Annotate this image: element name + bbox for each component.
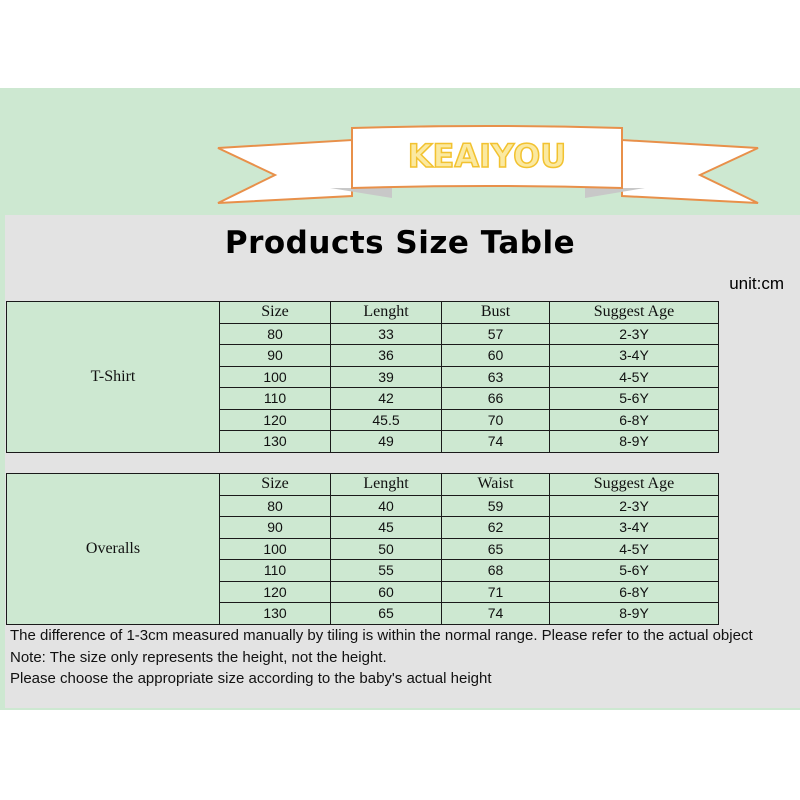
table-cell: 6-8Y xyxy=(549,408,719,431)
table-cell: 2-3Y xyxy=(549,494,719,517)
brand-banner: KEAIYOU xyxy=(0,88,800,215)
table-cell: 8-9Y xyxy=(549,602,719,625)
table-row: 100 39 63 4-5Y xyxy=(7,365,719,388)
table-cell: 2-3Y xyxy=(549,322,719,345)
note-line: Note: The size only represents the heigh… xyxy=(10,648,387,666)
table-cell: 80 xyxy=(219,322,331,345)
ribbon-logo: KEAIYOU xyxy=(217,125,759,204)
table-cell: 65 xyxy=(330,602,442,625)
table-cell: 130 xyxy=(219,430,331,453)
product-name: Overalls xyxy=(6,473,220,625)
note-line: Please choose the appropriate size accor… xyxy=(10,670,492,687)
table-cell: 57 xyxy=(441,322,550,345)
content-area xyxy=(0,215,800,710)
table-cell: 59 xyxy=(441,494,550,517)
unit-label: unit:cm xyxy=(729,274,784,293)
table-row: 100 50 65 4-5Y xyxy=(7,537,719,560)
table-cell: 50 xyxy=(330,537,442,560)
tshirt-size-table: T-Shirt Size Lenght Bust Suggest Age 80 33 57 2-… xyxy=(6,301,719,453)
table-row: 80 33 57 2-3Y xyxy=(7,322,719,345)
table-cell: 36 xyxy=(330,344,442,367)
product-name: T-Shirt xyxy=(6,301,220,453)
column-header: Lenght xyxy=(330,473,442,496)
column-header: Size xyxy=(219,473,331,496)
table-cell: 5-6Y xyxy=(549,387,719,410)
table-cell: 120 xyxy=(219,580,331,603)
table-cell: 68 xyxy=(441,559,550,582)
note-line: The difference of 1-3cm measured manuall… xyxy=(10,627,753,644)
table-cell: 120 xyxy=(219,408,331,431)
table-cell: 55 xyxy=(330,559,442,582)
table-cell: 49 xyxy=(330,430,442,453)
table-cell: 74 xyxy=(441,602,550,625)
table-cell: 90 xyxy=(219,516,331,539)
table-cell: 90 xyxy=(219,344,331,367)
table-cell: 80 xyxy=(219,494,331,517)
table-cell: 100 xyxy=(219,537,331,560)
table-cell: 74 xyxy=(441,430,550,453)
table-row: 110 55 68 5-6Y xyxy=(7,559,719,582)
table-cell: 8-9Y xyxy=(549,430,719,453)
table-cell: 40 xyxy=(330,494,442,517)
column-header: Bust xyxy=(441,301,550,324)
table-cell: 4-5Y xyxy=(549,365,719,388)
table-row: 120 45.5 70 6-8Y xyxy=(7,408,719,431)
table-cell: 110 xyxy=(219,387,331,410)
table-cell: 62 xyxy=(441,516,550,539)
table-cell: 60 xyxy=(441,344,550,367)
column-header: Suggest Age xyxy=(549,301,719,324)
table-cell: 60 xyxy=(330,580,442,603)
table-cell: 4-5Y xyxy=(549,537,719,560)
column-header: Lenght xyxy=(330,301,442,324)
table-row: 120 60 71 6-8Y xyxy=(7,580,719,603)
table-cell: 42 xyxy=(330,387,442,410)
table-cell: 63 xyxy=(441,365,550,388)
table-cell: 66 xyxy=(441,387,550,410)
table-cell: 65 xyxy=(441,537,550,560)
column-header: Suggest Age xyxy=(549,473,719,496)
table-cell: 100 xyxy=(219,365,331,388)
table-header-row: Overalls Size Lenght Waist Suggest Age xyxy=(6,473,719,625)
table-cell: 3-4Y xyxy=(549,344,719,367)
table-cell: 3-4Y xyxy=(549,516,719,539)
table-cell: 71 xyxy=(441,580,550,603)
overalls-size-table: Overalls Size Lenght Waist Suggest Age 80 40 59… xyxy=(6,473,719,625)
table-row: 130 49 74 8-9Y xyxy=(7,430,719,453)
column-header: Size xyxy=(219,301,331,324)
table-cell: 130 xyxy=(219,602,331,625)
table-cell: 110 xyxy=(219,559,331,582)
table-cell: 45.5 xyxy=(330,408,442,431)
table-cell: 70 xyxy=(441,408,550,431)
table-cell: 6-8Y xyxy=(549,580,719,603)
table-header-row: T-Shirt Size Lenght Bust Suggest Age xyxy=(6,301,719,453)
table-row: 110 42 66 5-6Y xyxy=(7,387,719,410)
notes: The difference of 1-3cm measured manuall… xyxy=(10,625,795,690)
table-cell: 5-6Y xyxy=(549,559,719,582)
brand-text: KEAIYOU xyxy=(408,137,567,175)
table-cell: 39 xyxy=(330,365,442,388)
column-header: Waist xyxy=(441,473,550,496)
page-title: Products Size Table xyxy=(224,225,576,261)
table-row: 130 65 74 8-9Y xyxy=(7,602,719,625)
table-cell: 33 xyxy=(330,322,442,345)
table-cell: 45 xyxy=(330,516,442,539)
